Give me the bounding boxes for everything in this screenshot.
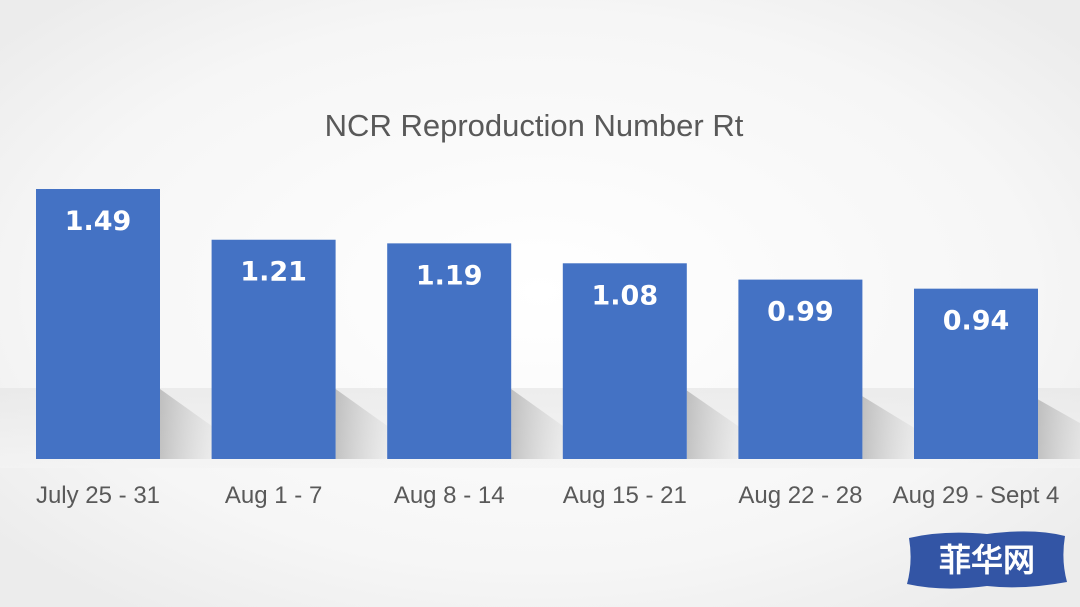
category-label: Aug 1 - 7	[225, 482, 322, 509]
value-labels: 1.49 1.21 1.19 1.08 0.99 0.94	[65, 206, 1010, 337]
category-labels: July 25 - 31 Aug 1 - 7 Aug 8 - 14 Aug 15 - …	[36, 482, 1059, 509]
bar	[36, 189, 160, 459]
category-label: Aug 29 - Sept 4	[893, 482, 1060, 509]
watermark-logo: 菲华网	[907, 531, 1067, 589]
bar-value-label: 1.49	[65, 206, 132, 237]
category-label: Aug 22 - 28	[738, 482, 862, 509]
bar	[211, 239, 336, 459]
bars	[36, 189, 1038, 459]
bar-value-label: 0.94	[943, 306, 1010, 337]
bar	[387, 243, 512, 459]
bar-value-label: 1.08	[591, 280, 658, 311]
category-label: July 25 - 31	[36, 482, 160, 509]
bar-shadow	[1038, 399, 1080, 459]
bar-value-label: 0.99	[767, 297, 834, 328]
category-label: Aug 15 - 21	[563, 482, 687, 509]
bar-value-label: 1.21	[240, 257, 307, 288]
chart-title: NCR Reproduction Number Rt	[325, 108, 744, 143]
category-label: Aug 8 - 14	[394, 482, 505, 509]
bar-value-label: 1.19	[416, 260, 483, 291]
watermark-brush-shape	[907, 531, 1067, 589]
bar	[738, 279, 863, 459]
bar	[914, 288, 1038, 459]
bar	[562, 263, 687, 459]
watermark-text: 菲华网	[939, 541, 1035, 579]
